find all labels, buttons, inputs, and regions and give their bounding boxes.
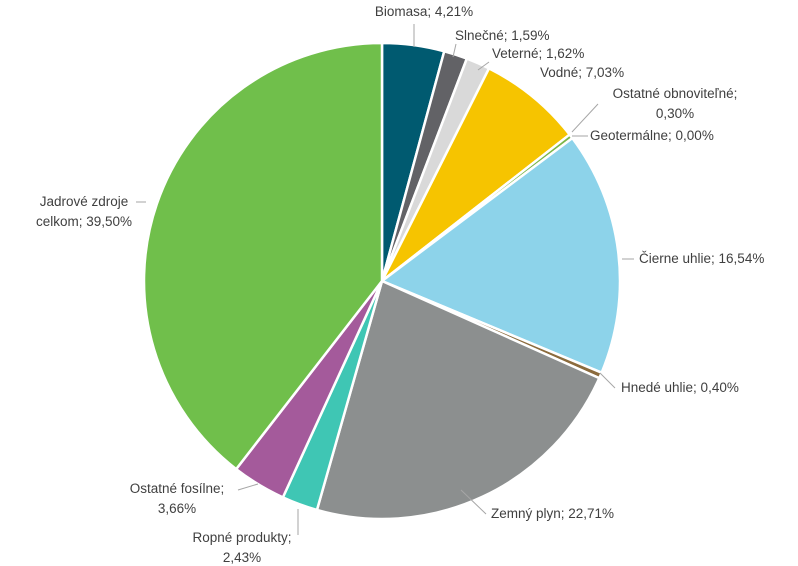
pie-slice-zemny-plyn [315, 279, 601, 521]
slice-label-slnecne: Slnečné; 1,59% [455, 28, 550, 43]
slice-label-line: 0,30% [656, 106, 694, 121]
slice-label-geotermalne: Geotermálne; 0,00% [590, 128, 714, 143]
leader-line-veterne [477, 61, 490, 71]
slice-label-line: 3,66% [158, 501, 196, 516]
slice-label-zemny-plyn: Zemný plyn; 22,71% [491, 506, 614, 521]
slice-label-line: Jadrové zdroje [40, 194, 129, 209]
slice-label-veterne: Veterné; 1,62% [492, 46, 584, 61]
slice-label-line: Veterné; 1,62% [492, 46, 584, 61]
slice-label-ostatne-obnovitelne: Ostatné obnoviteľné; 0,30% [613, 86, 738, 121]
slice-label-ropne-produkty: Ropné produkty; 2,43% [192, 530, 291, 565]
pie-slice-jadrove-zdroje [142, 41, 384, 471]
pie-slice-cierne-uhlie [380, 136, 622, 374]
slice-label-line: Ropné produkty; [192, 530, 291, 545]
leader-line-ostatne-obnovitelne [571, 103, 599, 133]
slice-labels: Biomasa; 4,21% Slnečné; 1,59% Veterné; 1,6… [36, 4, 764, 565]
slice-label-line: 2,43% [223, 550, 261, 565]
slice-label-line: Ostatné fosílne; [130, 481, 225, 496]
leader-line-ostatne-fosilne [237, 483, 259, 491]
slice-label-line: Hnedé uhlie; 0,40% [621, 380, 739, 395]
leader-lines [136, 24, 634, 535]
pie-slices [142, 41, 622, 521]
slice-label-line: Vodné; 7,03% [540, 65, 624, 80]
slice-label-line: celkom; 39,50% [36, 214, 132, 229]
slice-label-line: Geotermálne; 0,00% [590, 128, 714, 143]
slice-label-vodne: Vodné; 7,03% [540, 65, 624, 80]
leader-line-hnede-uhlie [599, 372, 616, 389]
slice-label-line: Biomasa; 4,21% [375, 4, 473, 19]
slice-label-cierne-uhlie: Čierne uhlie; 16,54% [639, 251, 764, 266]
slice-label-jadrove-zdroje: Jadrové zdroje celkom; 39,50% [36, 194, 132, 229]
slice-label-biomasa: Biomasa; 4,21% [375, 4, 473, 19]
slice-label-ostatne-fosilne: Ostatné fosílne; 3,66% [130, 481, 225, 516]
leader-line-zemny-plyn [460, 489, 487, 515]
pie-slice-vodne [380, 67, 571, 283]
slice-label-line: Čierne uhlie; 16,54% [639, 251, 764, 266]
slice-label-line: Ostatné obnoviteľné; [613, 86, 738, 101]
slice-label-line: Slnečné; 1,59% [455, 28, 550, 43]
slice-label-line: Zemný plyn; 22,71% [491, 506, 614, 521]
leader-line-slnecne [452, 43, 457, 58]
slice-label-hnede-uhlie: Hnedé uhlie; 0,40% [621, 380, 739, 395]
